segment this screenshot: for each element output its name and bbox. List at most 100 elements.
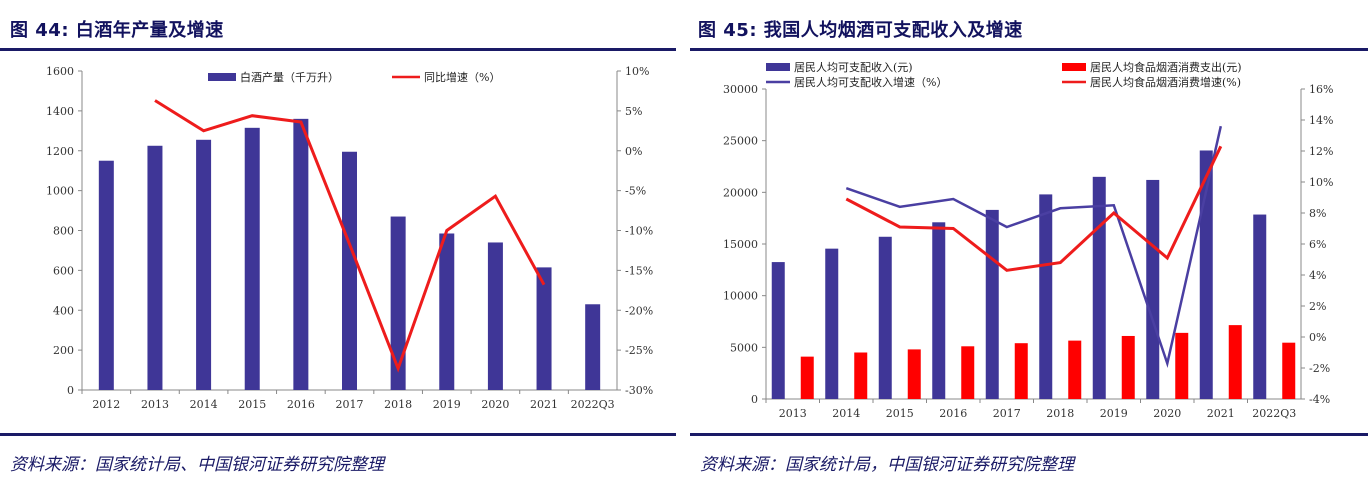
fig45-bar-primary — [825, 248, 839, 399]
figure-45-title: 图 45: 我国人均烟酒可支配收入及增速 — [698, 20, 1023, 41]
fig45-bar-primary — [1253, 214, 1267, 399]
fig45-bar-primary — [1092, 176, 1106, 399]
fig45-bar-secondary — [1014, 343, 1028, 399]
fig45-bar-secondary — [800, 356, 814, 399]
fig45-bar-secondary — [1121, 335, 1135, 399]
fig44-line-0 — [154, 99, 546, 373]
fig44-bar-primary — [98, 160, 114, 390]
figure-44: 图 44: 白酒年产量及增速 0 200 400 600 800 1000 1200 1400… — [0, 0, 676, 485]
fig45-left-tick-label: 25000 — [723, 135, 758, 148]
fig45-x-tick-label: 2016 — [939, 407, 967, 420]
fig45-right-tick-label: 12% — [1309, 145, 1333, 158]
fig45-right-tick-label: 4% — [1309, 269, 1326, 282]
fig45-bar-secondary — [1228, 325, 1242, 399]
fig44-bar-primary — [196, 139, 212, 390]
fig44-right-tick-label: 5% — [625, 105, 642, 118]
fig45-legend-swatch — [766, 63, 790, 71]
fig45-bar-primary — [1039, 194, 1053, 399]
fig45-left-tick-label: 15000 — [723, 238, 758, 251]
figure-44-chart: 0 200 400 600 800 1000 1200 1400 1600 -30% -25% -20… — [46, 65, 653, 411]
figure-45-top-rule — [690, 48, 1368, 51]
fig45-bar-secondary — [1068, 340, 1082, 399]
fig44-right-tick-label: -15% — [625, 264, 653, 277]
fig44-bar-primary — [487, 242, 503, 390]
fig44-x-tick-label: 2014 — [190, 398, 218, 411]
fig45-bar-secondary — [854, 352, 868, 399]
fig45-legend-label: 居民人均食品烟酒消费支出(元) — [1090, 60, 1242, 74]
fig44-left-tick-label: 1000 — [46, 185, 74, 198]
fig45-left-tick-label: 10000 — [723, 290, 758, 303]
fig44-right-tick-label: -20% — [625, 304, 653, 317]
fig44-x-tick-label: 2022Q3 — [571, 398, 615, 411]
fig45-right-tick-label: 8% — [1309, 207, 1326, 220]
fig45-bar-primary — [878, 236, 892, 399]
fig44-bar-primary — [342, 151, 357, 390]
fig45-right-tick-label: -4% — [1309, 393, 1330, 406]
fig44-x-tick-label: 2012 — [92, 398, 120, 411]
fig45-right-tick-label: 0% — [1309, 331, 1326, 344]
fig45-left-tick-label: 30000 — [723, 83, 758, 96]
fig45-bar-primary — [932, 222, 946, 399]
fig44-bar-primary — [536, 267, 552, 390]
fig44-bar-primary — [244, 127, 260, 391]
fig44-right-tick-label: 0% — [625, 145, 642, 158]
fig44-x-tick-label: 2015 — [238, 398, 266, 411]
fig45-left-tick-label: 20000 — [723, 186, 758, 199]
fig45-bar-primary — [1199, 150, 1213, 399]
figure-45-source: 资料来源：国家统计局，中国银河证券研究院整理 — [700, 455, 1074, 475]
fig45-left-tick-label: 0 — [751, 393, 758, 406]
fig44-bar-primary — [390, 216, 406, 390]
fig45-legend-label: 居民人均食品烟酒消费增速(%) — [1090, 75, 1241, 89]
fig44-legend-swatch — [208, 73, 236, 81]
fig45-x-tick-label: 2014 — [832, 407, 860, 420]
fig44-right-tick-label: -25% — [625, 344, 653, 357]
fig44-bar-primary — [293, 118, 309, 390]
fig45-bar-primary — [771, 262, 785, 399]
fig45-x-tick-label: 2019 — [1100, 407, 1128, 420]
fig45-bar-secondary — [1175, 332, 1189, 399]
fig44-legend-label: 白酒产量（千万升） — [240, 70, 339, 84]
fig44-left-tick-label: 1200 — [46, 145, 74, 158]
fig45-x-tick-label: 2017 — [993, 407, 1021, 420]
fig45-x-tick-label: 2022Q3 — [1252, 407, 1296, 420]
fig45-right-tick-label: 6% — [1309, 238, 1326, 251]
fig44-right-tick-label: -10% — [625, 225, 653, 238]
fig45-x-tick-label: 2015 — [886, 407, 914, 420]
fig45-bar-primary — [1146, 179, 1160, 399]
fig44-left-tick-label: 0 — [67, 384, 74, 397]
fig44-x-tick-label: 2016 — [287, 398, 315, 411]
fig44-left-tick-label: 800 — [53, 225, 74, 238]
fig44-left-tick-label: 200 — [53, 344, 74, 357]
fig44-x-tick-label: 2021 — [530, 398, 558, 411]
fig45-right-tick-label: 16% — [1309, 83, 1333, 96]
fig44-left-tick-label: 1400 — [46, 105, 74, 118]
figure-45-bottom-rule — [690, 433, 1368, 436]
fig45-bar-primary — [985, 209, 999, 399]
fig44-bar-primary — [585, 304, 601, 390]
fig45-bar-secondary — [961, 346, 975, 399]
fig45-x-tick-label: 2013 — [779, 407, 807, 420]
fig44-x-tick-label: 2019 — [433, 398, 461, 411]
fig44-x-tick-label: 2020 — [481, 398, 509, 411]
fig45-bar-secondary — [907, 349, 921, 399]
fig44-right-tick-label: -30% — [625, 384, 653, 397]
fig44-bar-primary — [147, 145, 163, 390]
fig44-x-tick-label: 2018 — [384, 398, 412, 411]
fig45-right-tick-label: -2% — [1309, 362, 1330, 375]
fig45-right-tick-label: 2% — [1309, 300, 1326, 313]
fig44-right-tick-label: -5% — [625, 185, 646, 198]
figure-44-top-rule — [0, 48, 676, 51]
fig44-left-tick-label: 600 — [53, 264, 74, 277]
fig45-legend-label: 居民人均可支配收入(元) — [794, 60, 913, 74]
fig44-bar-primary — [439, 233, 455, 390]
figure-44-bottom-rule — [0, 433, 676, 436]
figure-44-title: 图 44: 白酒年产量及增速 — [10, 20, 224, 41]
fig45-line-0 — [845, 125, 1223, 369]
fig45-x-tick-label: 2021 — [1207, 407, 1235, 420]
fig44-right-tick-label: 10% — [625, 65, 649, 78]
fig45-legend-label: 居民人均可支配收入增速（%） — [794, 75, 947, 89]
fig44-x-tick-label: 2013 — [141, 398, 169, 411]
fig45-x-tick-label: 2020 — [1153, 407, 1181, 420]
fig45-line-1 — [845, 145, 1223, 272]
fig45-left-tick-label: 5000 — [730, 341, 758, 354]
